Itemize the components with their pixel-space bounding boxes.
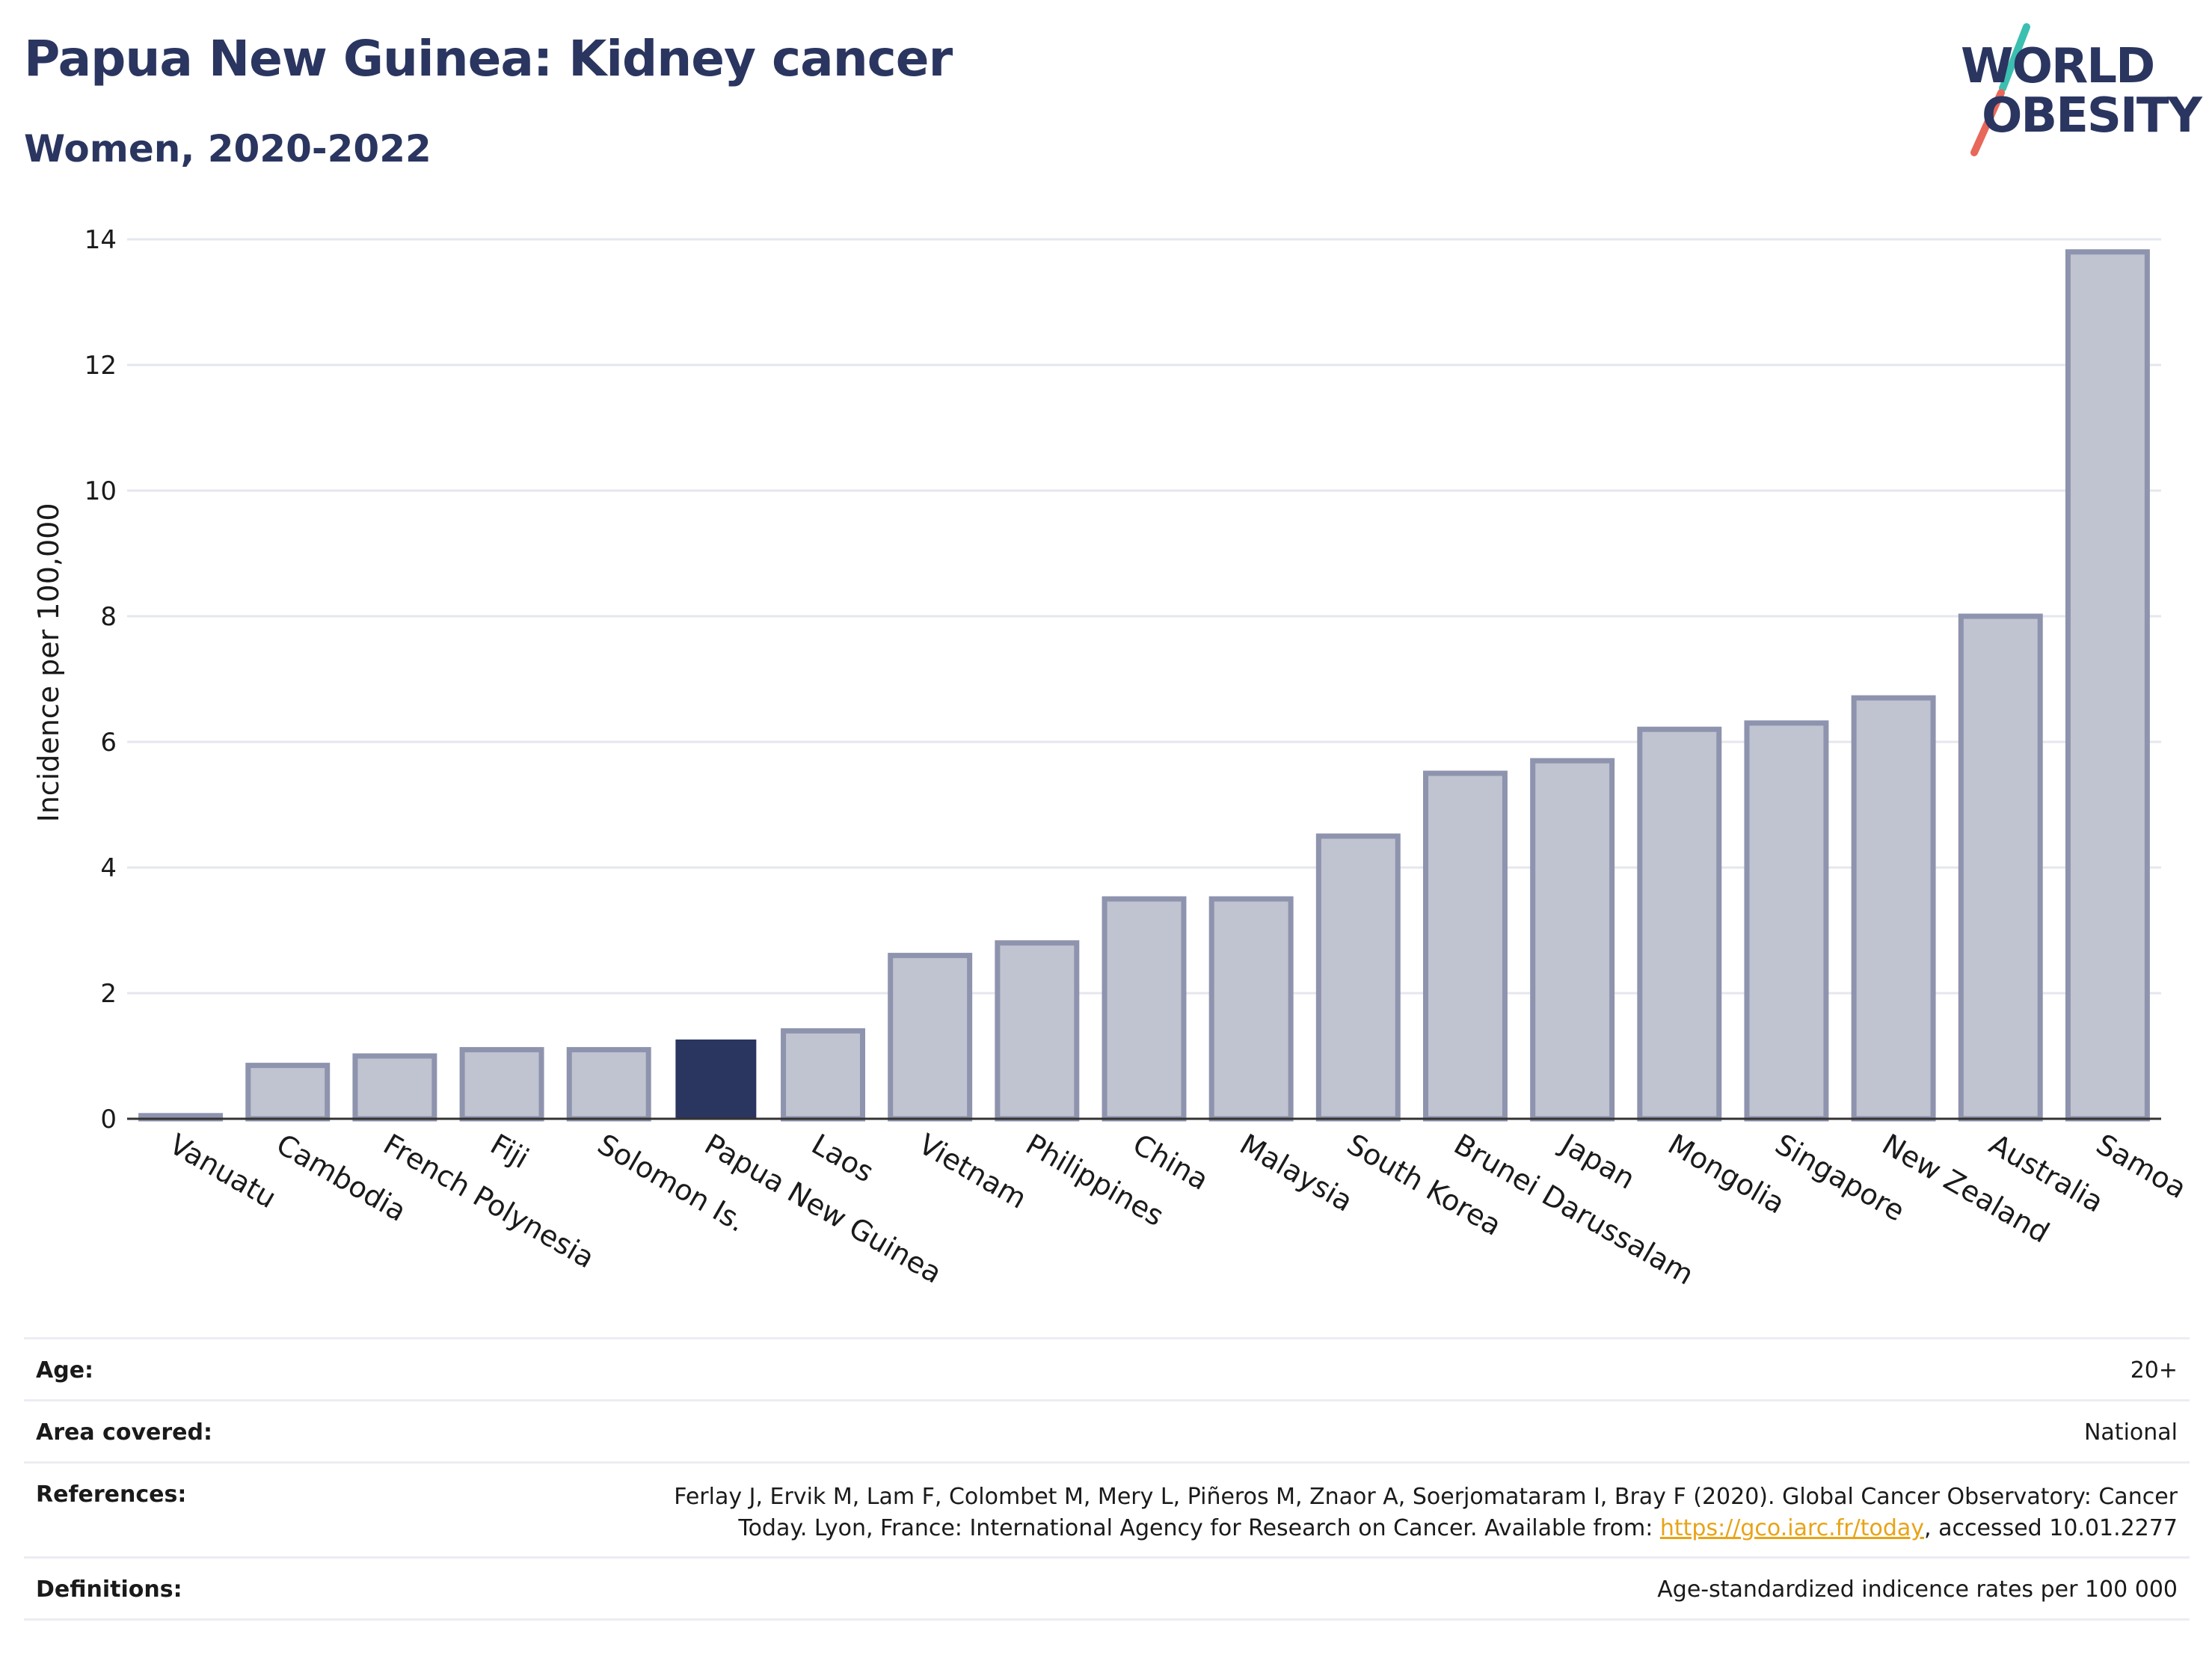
x-tick-label: Japan: [1554, 1127, 1641, 1196]
meta-row-area: Area covered: National: [24, 1401, 2190, 1464]
y-tick-label: 12: [85, 351, 117, 381]
x-tick-label: Fiji: [485, 1128, 535, 1175]
x-tick-label: Laos: [806, 1128, 879, 1189]
bar: [995, 940, 1080, 1122]
logo-slash-icon: [1970, 23, 2030, 156]
y-tick-label: 0: [100, 1105, 117, 1134]
bar: [1208, 896, 1294, 1122]
bar: [2065, 249, 2150, 1122]
references-line-2: Today. Lyon, France: International Agenc…: [674, 1513, 2178, 1544]
meta-area-value: National: [2083, 1419, 2178, 1446]
bar: [1744, 720, 1829, 1122]
chart-title: Papua New Guinea: Kidney cancer: [24, 30, 953, 87]
references-line-2-text: Today. Lyon, France: International Agenc…: [738, 1515, 1660, 1541]
y-tick-label: 8: [100, 602, 117, 632]
x-tick-label: Mongolia: [1662, 1128, 1790, 1220]
bar: [1851, 695, 1936, 1122]
meta-row-definitions: Definitions: Age-standardized indicence …: [24, 1559, 2190, 1621]
meta-references-label: References:: [36, 1481, 187, 1508]
x-tick-label: China: [1128, 1128, 1214, 1197]
references-link[interactable]: https://gco.iarc.fr/today: [1659, 1515, 1925, 1541]
meta-row-references: References: Ferlay J, Ervik M, Lam F, Co…: [24, 1464, 2190, 1559]
y-tick-label: 14: [85, 225, 117, 255]
bar: [888, 953, 973, 1122]
y-tick-label: 2: [100, 979, 117, 1009]
meta-age-value: 20+: [2130, 1357, 2178, 1384]
y-axis-label: Incidence per 100,000: [32, 503, 65, 822]
y-tick-label: 10: [85, 476, 117, 506]
meta-row-age: Age: 20+: [24, 1339, 2190, 1401]
bar-chart: 0 2 4 6 8 10 12 14 Incidence per 100,000 Vanuatu C…: [32, 225, 2192, 1292]
logo-text-obesity: OBESITY: [1982, 88, 2202, 144]
bar: [459, 1047, 544, 1122]
bar: [566, 1047, 651, 1122]
x-tick-label: Vanuatu: [164, 1128, 282, 1215]
meta-definitions-value: Age-standardized indicence rates per 100…: [1657, 1576, 2178, 1603]
meta-age-label: Age:: [36, 1357, 94, 1384]
references-line-1: Ferlay J, Ervik M, Lam F, Colombet M, Me…: [674, 1484, 2178, 1510]
bar: [675, 1040, 757, 1120]
x-tick-label: Vietnam: [913, 1128, 1032, 1215]
logo-text-world: WORLD: [1961, 39, 2155, 94]
meta-definitions-label: Definitions:: [36, 1576, 182, 1603]
bar: [1637, 726, 1722, 1122]
world-obesity-logo: WORLD OBESITY: [1944, 21, 2202, 163]
references-accessed: , accessed 10.01.2277: [1924, 1515, 2178, 1541]
meta-area-label: Area covered:: [36, 1419, 212, 1446]
bar: [1315, 833, 1401, 1122]
bar: [1530, 758, 1615, 1122]
meta-references-value: Ferlay J, Ervik M, Lam F, Colombet M, Me…: [674, 1481, 2178, 1544]
bar: [245, 1063, 331, 1122]
chart-subtitle: Women, 2020-2022: [24, 127, 431, 171]
bar: [1102, 896, 1187, 1122]
bar: [352, 1053, 437, 1122]
y-tick-label: 4: [100, 853, 117, 883]
metadata-table: Age: 20+ Area covered: National Referenc…: [24, 1337, 2190, 1621]
bar: [781, 1028, 865, 1122]
y-tick-label: 6: [100, 728, 117, 758]
x-tick-label: Malaysia: [1235, 1128, 1359, 1218]
bar: [1423, 770, 1508, 1122]
bar: [1958, 613, 2043, 1122]
